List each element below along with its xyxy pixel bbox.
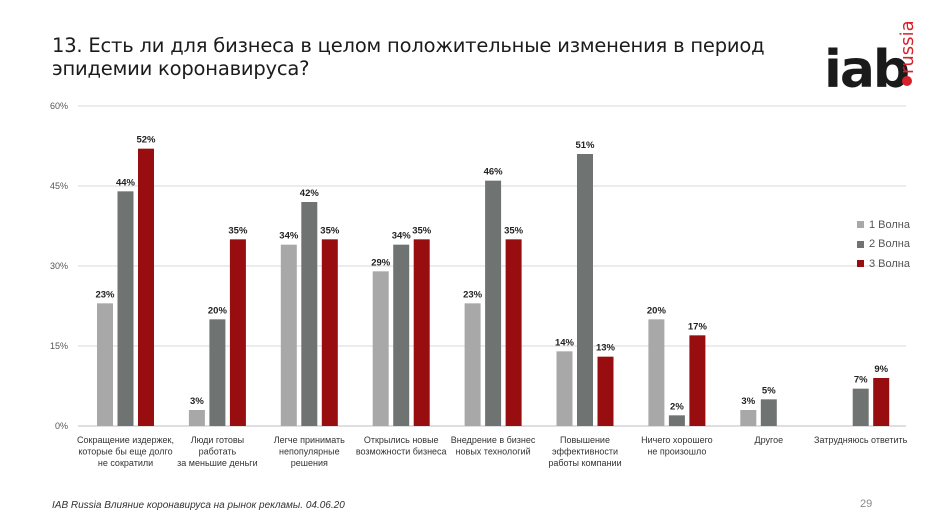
category-label: непопулярные <box>279 447 340 457</box>
data-label: 20% <box>647 305 667 316</box>
category-label: Затрудняюсь ответить <box>814 435 908 445</box>
title-line-1: 13. Есть ли для бизнеса в целом положите… <box>52 34 765 57</box>
bar-wave-2 <box>209 319 226 426</box>
category-label: Сокращение издержек, <box>77 435 174 445</box>
data-label: 3% <box>190 396 204 407</box>
data-label: 9% <box>874 364 888 375</box>
category-label: работать <box>199 447 237 457</box>
footer-source: IAB Russia Влияние коронавируса на рынок… <box>52 500 345 511</box>
data-label: 17% <box>688 321 708 332</box>
bar-wave-1 <box>556 351 573 426</box>
bar-wave-2 <box>301 202 318 426</box>
y-tick-label: 30% <box>50 261 68 271</box>
bar-wave-3 <box>505 239 522 426</box>
data-label: 52% <box>136 135 156 146</box>
legend-swatch-wave-2 <box>857 240 864 248</box>
category-label: за меньшие деньги <box>177 458 257 468</box>
bar-wave-1 <box>464 303 481 426</box>
legend-item-wave-1: 1 Волна <box>857 215 910 235</box>
category-label: Ничего хорошего <box>641 435 713 445</box>
category-label: Открылись новые <box>364 435 439 445</box>
bar-wave-2 <box>668 415 685 426</box>
data-label: 20% <box>208 305 228 316</box>
bar-wave-2 <box>577 154 593 426</box>
y-tick-label: 0% <box>55 421 68 431</box>
category-label: не произошло <box>647 447 706 457</box>
data-label: 46% <box>484 167 504 178</box>
y-tick-label: 45% <box>50 181 68 191</box>
data-label: 35% <box>412 225 432 236</box>
bar-wave-3 <box>413 239 430 426</box>
legend-label-wave-2: 2 Волна <box>869 238 910 251</box>
data-label: 29% <box>371 257 391 268</box>
bar-wave-3 <box>873 378 890 426</box>
bar-wave-2 <box>760 399 777 426</box>
data-label: 44% <box>116 177 136 188</box>
category-label: которые бы еще долго <box>78 447 172 457</box>
bar-wave-1 <box>188 410 205 426</box>
data-label: 5% <box>762 385 776 396</box>
logo-dot <box>902 76 912 86</box>
category-label: Люди готовы <box>191 435 244 445</box>
bar-wave-1 <box>740 410 757 426</box>
bar-wave-2 <box>852 388 869 426</box>
category-label: Повышение <box>560 435 610 445</box>
bar-wave-1 <box>372 271 389 426</box>
iab-russia-logo: iab russia <box>824 14 919 100</box>
bar-wave-3 <box>229 239 246 426</box>
bar-wave-2 <box>117 191 134 426</box>
title-line-2: эпидемии коронавируса? <box>52 57 310 80</box>
chart-legend: 1 Волна 2 Волна 3 Волна <box>857 215 910 274</box>
logo-main-text: iab <box>824 40 910 100</box>
data-label: 14% <box>555 337 575 348</box>
bar-wave-1 <box>280 244 297 426</box>
data-label: 42% <box>300 188 320 199</box>
legend-swatch-wave-1 <box>857 221 864 229</box>
category-label: работы компании <box>548 458 621 468</box>
bar-wave-3 <box>597 356 614 426</box>
data-label: 35% <box>504 225 524 236</box>
data-label: 35% <box>320 225 340 236</box>
category-label: эффективности <box>552 447 618 457</box>
bar-wave-2 <box>393 244 410 426</box>
bar-wave-3 <box>321 239 338 426</box>
data-label: 3% <box>741 396 755 407</box>
legend-item-wave-3: 3 Волна <box>857 254 910 274</box>
legend-item-wave-2: 2 Волна <box>857 235 910 255</box>
page-number: 29 <box>860 498 873 510</box>
data-label: 23% <box>463 289 483 300</box>
bar-wave-1 <box>648 319 665 426</box>
data-label: 34% <box>279 231 299 242</box>
data-label: 51% <box>575 140 595 151</box>
data-label: 13% <box>596 343 616 354</box>
page-title: 13. Есть ли для бизнеса в целом положите… <box>52 34 772 80</box>
bar-wave-3 <box>138 148 154 426</box>
category-label: решения <box>291 458 328 468</box>
category-label: Внедрение в бизнес <box>451 435 536 445</box>
category-label: Легче принимать <box>274 435 345 445</box>
data-label: 35% <box>228 225 248 236</box>
data-label: 7% <box>854 375 868 386</box>
category-label: новых технологий <box>456 447 531 457</box>
y-tick-label: 60% <box>50 101 68 111</box>
category-label: Другое <box>754 435 783 445</box>
data-label: 34% <box>392 231 412 242</box>
legend-swatch-wave-3 <box>857 260 864 268</box>
legend-label-wave-1: 1 Волна <box>869 218 910 231</box>
bar-wave-2 <box>485 180 502 426</box>
bar-wave-1 <box>97 303 113 426</box>
category-label: не сократили <box>98 458 153 468</box>
y-tick-label: 15% <box>50 341 68 351</box>
legend-label-wave-3: 3 Волна <box>869 257 910 270</box>
data-label: 23% <box>95 289 115 300</box>
bar-wave-3 <box>689 335 706 426</box>
data-label: 2% <box>670 401 684 412</box>
category-label: возможности бизнеса <box>356 447 447 457</box>
